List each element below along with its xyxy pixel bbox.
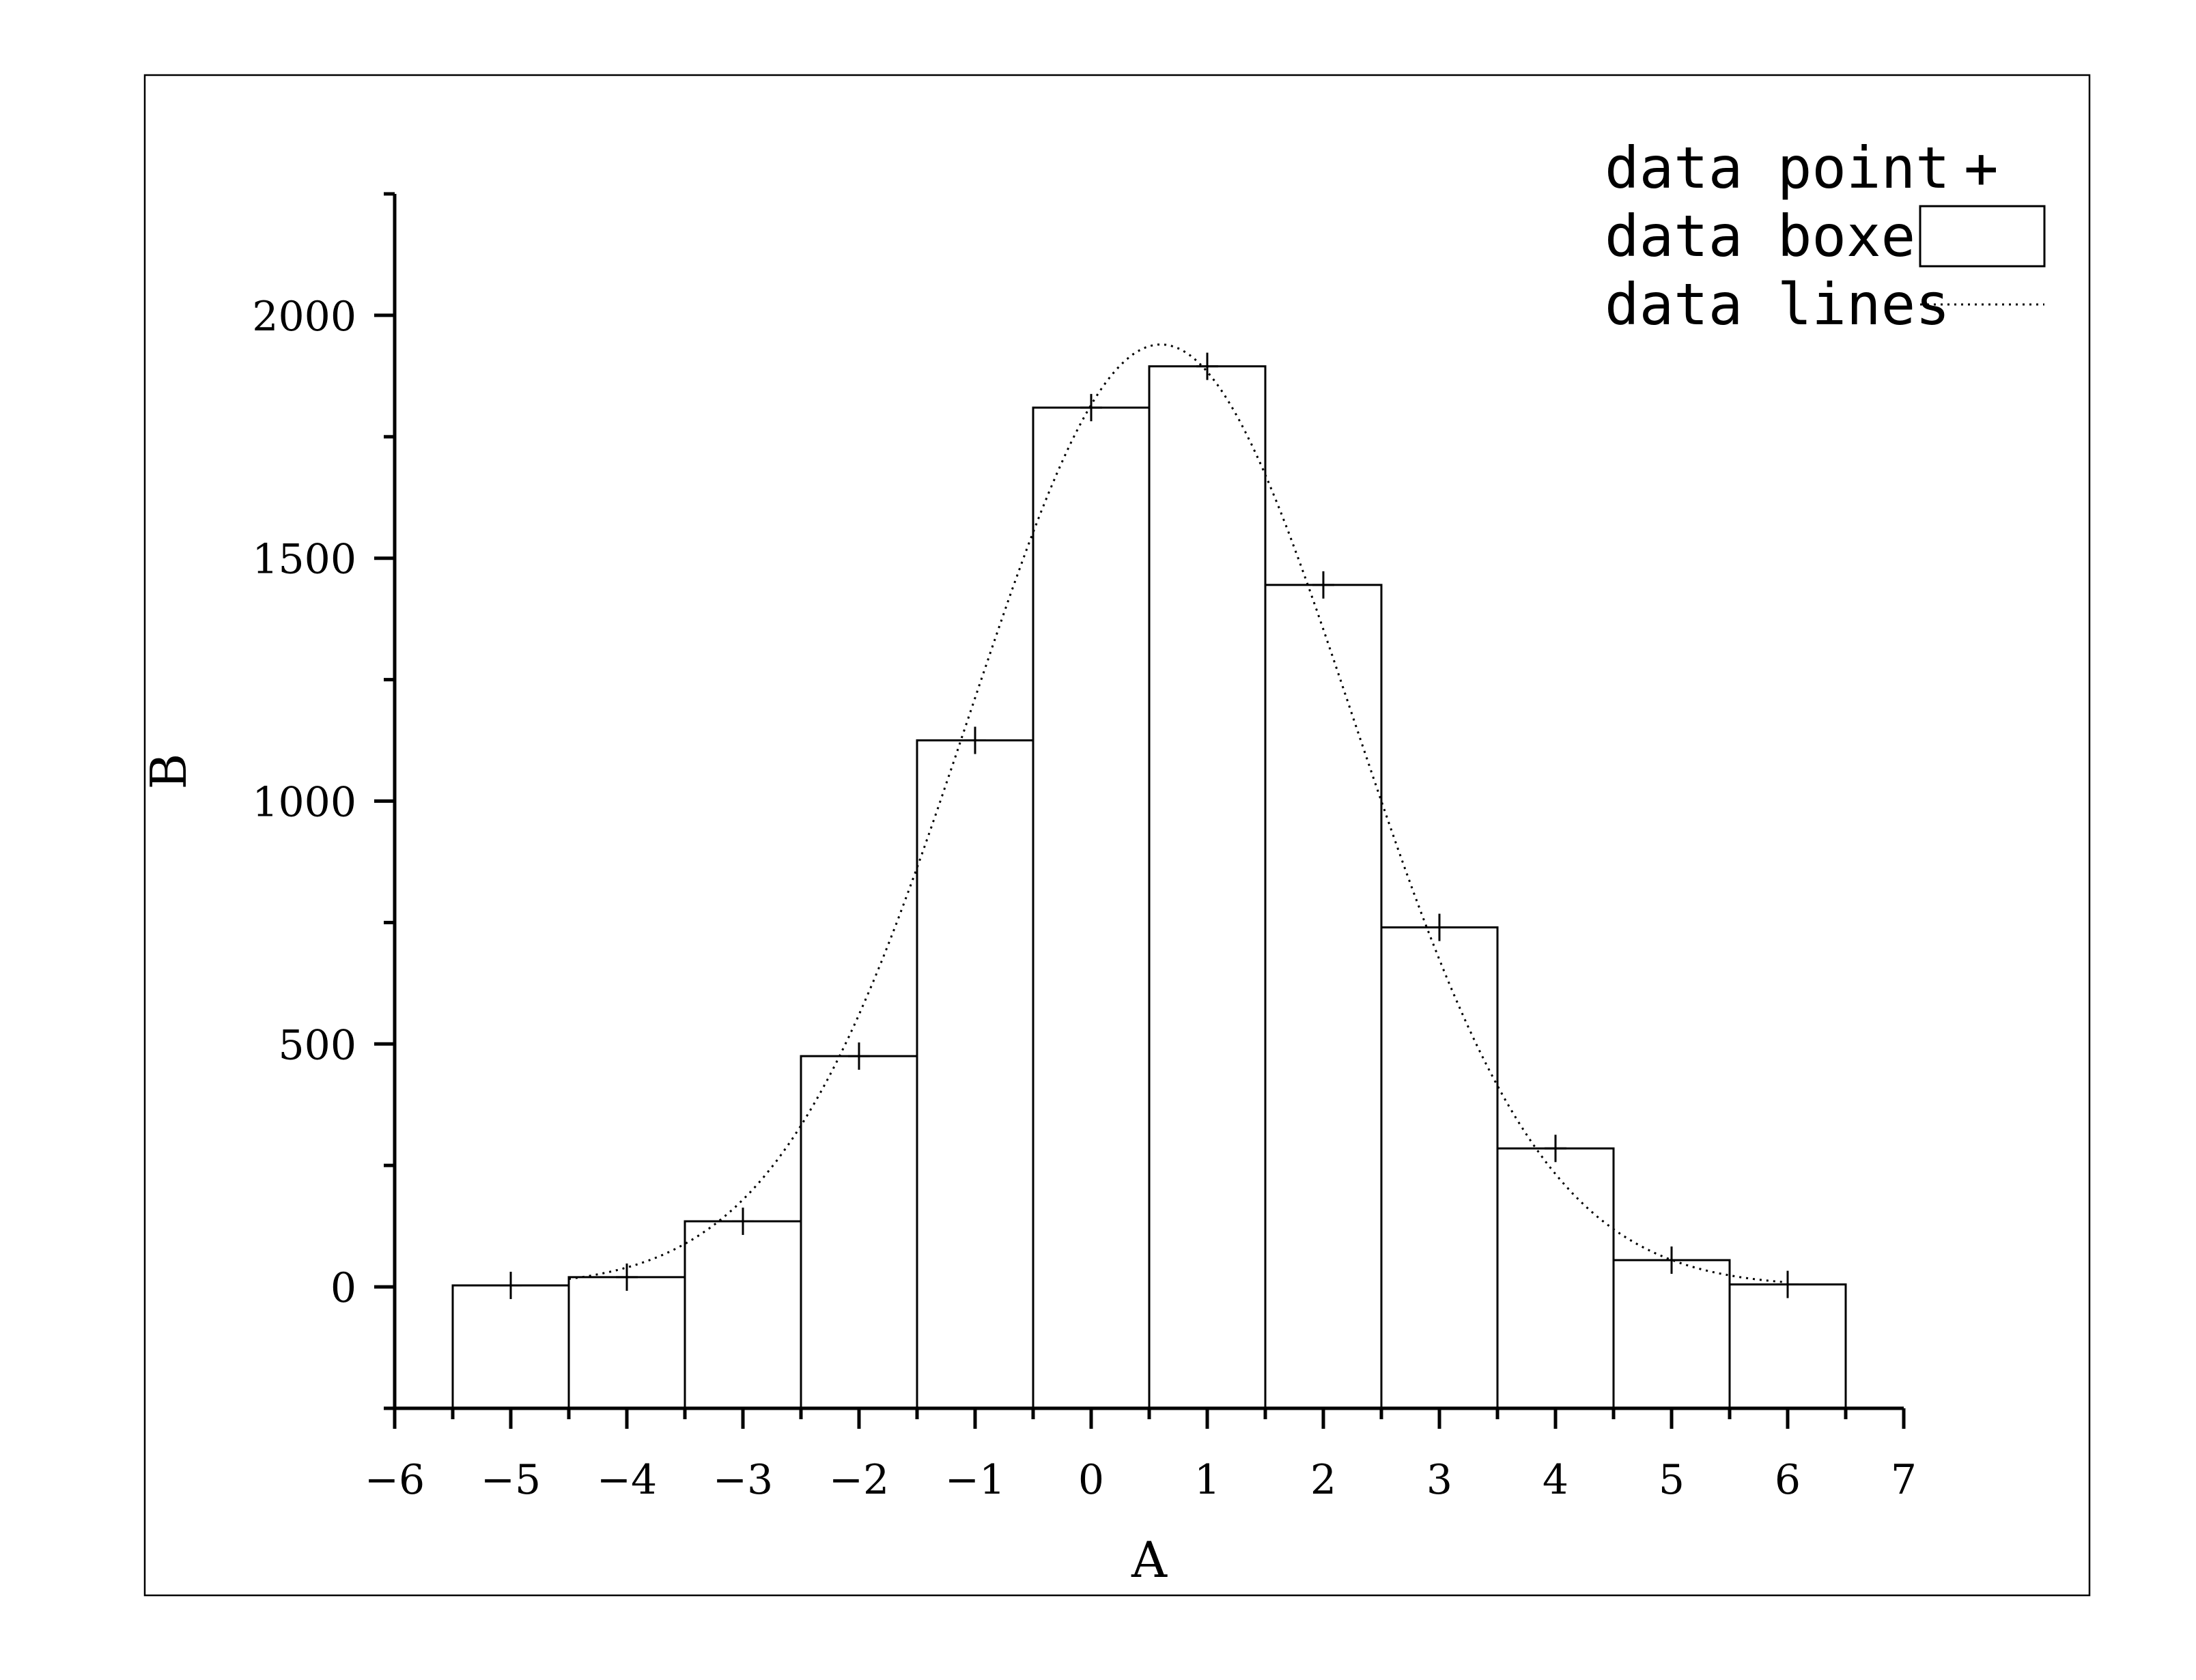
data-point [500, 1271, 522, 1299]
y-tick-label: 1000 [252, 779, 356, 827]
data-point [964, 726, 986, 754]
data-point [1777, 1270, 1799, 1298]
x-tick-label: −5 [481, 1456, 541, 1504]
data-point [616, 1263, 638, 1291]
y-ticks-group: 0 500 1000 1500 2000 [252, 192, 395, 1410]
legend-label-data-lines: data lines [1605, 271, 1950, 338]
y-axis-title: B [140, 754, 197, 790]
y-tick-label: 2000 [252, 293, 356, 341]
x-axis-title: A [1131, 1531, 1168, 1589]
bar [1496, 1147, 1615, 1410]
y-tick-label: 0 [330, 1264, 356, 1312]
x-tick-label: 0 [1078, 1456, 1104, 1504]
x-tick-label: 3 [1426, 1456, 1452, 1504]
x-tick-label: −2 [829, 1456, 889, 1504]
data-lines-curve [568, 343, 1788, 1284]
bar [916, 739, 1034, 1410]
data-point [1428, 913, 1450, 941]
legend-label-data-point: data point [1605, 134, 1950, 201]
legend-symbol-box [1919, 205, 2046, 268]
bar [1728, 1283, 1847, 1410]
x-tick-label: −3 [713, 1456, 773, 1504]
points-group [500, 352, 1799, 1299]
data-point [1545, 1135, 1566, 1163]
bar [1148, 365, 1267, 1410]
x-tick-label: 2 [1310, 1456, 1336, 1504]
y-tick-label: 1500 [252, 536, 356, 584]
data-point [1196, 352, 1218, 380]
bar [567, 1276, 686, 1410]
legend-symbol-plus: + [1964, 134, 1999, 201]
y-tick-label: 500 [278, 1021, 356, 1069]
x-ticks-group: −6 −5 −4 −3 −2 −1 0 1 2 3 4 5 6 7 [365, 1408, 1917, 1504]
x-tick-label: 5 [1659, 1456, 1685, 1504]
data-point [848, 1042, 870, 1070]
x-tick-label: −1 [945, 1456, 1005, 1504]
bar [1612, 1259, 1731, 1410]
x-tick-label: 4 [1543, 1456, 1568, 1504]
data-point [1661, 1246, 1683, 1274]
legend-label-data-boxes: data boxes [1605, 203, 1950, 270]
x-tick-label: −4 [597, 1456, 657, 1504]
data-point [1312, 571, 1334, 599]
bar [800, 1055, 918, 1410]
bar [684, 1220, 802, 1410]
plot-frame [143, 74, 2091, 1597]
x-tick-label: 7 [1891, 1456, 1917, 1504]
legend: data point + data boxes data lines [1605, 134, 2046, 338]
bar [1380, 926, 1499, 1410]
bar [1032, 406, 1151, 1410]
x-tick-label: 1 [1194, 1456, 1220, 1504]
bar [1264, 584, 1383, 1410]
bar [451, 1284, 570, 1410]
x-tick-label: −6 [365, 1456, 425, 1504]
x-tick-label: 6 [1775, 1456, 1801, 1504]
bars-group [451, 365, 1847, 1410]
data-point [732, 1208, 754, 1236]
data-point [1080, 394, 1102, 422]
